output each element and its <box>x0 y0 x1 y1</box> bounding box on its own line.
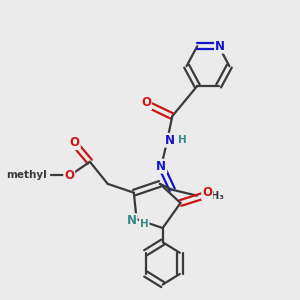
Text: H: H <box>178 135 186 145</box>
Text: O: O <box>202 186 212 199</box>
Text: N: N <box>127 214 136 227</box>
Text: O: O <box>64 169 74 182</box>
Text: O: O <box>141 96 151 110</box>
Text: CH₃: CH₃ <box>203 190 224 201</box>
Text: N: N <box>156 160 166 173</box>
Text: O: O <box>70 136 80 149</box>
Text: methyl: methyl <box>7 170 47 180</box>
Text: H: H <box>140 220 148 230</box>
Text: N: N <box>165 134 175 147</box>
Text: N: N <box>215 40 225 53</box>
